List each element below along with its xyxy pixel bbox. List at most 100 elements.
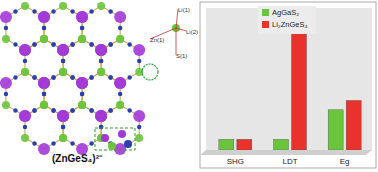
atom	[2, 35, 10, 43]
inset-bond	[176, 28, 186, 31]
s-atom	[70, 75, 74, 79]
s-atom	[108, 42, 112, 46]
x-tick-label: Eg	[340, 157, 350, 166]
atom	[95, 44, 107, 56]
s-atom	[42, 26, 46, 30]
atom	[40, 101, 48, 109]
atom	[38, 143, 50, 155]
s-atom	[61, 125, 65, 129]
inset-bond	[176, 28, 177, 55]
atom	[38, 11, 50, 23]
s-atom	[89, 75, 93, 79]
s-atom	[89, 9, 93, 13]
atom	[78, 35, 86, 43]
atom	[21, 68, 29, 76]
atom	[116, 101, 124, 109]
atom	[97, 68, 105, 76]
site-label: Li(1)	[178, 7, 190, 13]
s-atom	[32, 75, 36, 79]
atom	[57, 110, 69, 122]
atom	[40, 35, 48, 43]
atom	[76, 77, 88, 89]
s-atom	[42, 26, 46, 30]
s-atom	[61, 125, 65, 129]
s-atom	[51, 9, 55, 13]
legend-label: AgGaS₂	[272, 8, 299, 17]
atom	[57, 44, 69, 56]
atom	[97, 68, 105, 76]
cluster-atom	[101, 134, 109, 142]
structure-diagram	[0, 2, 186, 155]
atom	[40, 35, 48, 43]
atom	[2, 101, 10, 109]
s-atom	[99, 59, 103, 63]
chart-frame	[200, 2, 376, 168]
bar	[219, 139, 234, 150]
s-atom	[61, 59, 65, 63]
s-atom	[51, 108, 55, 112]
s-atom	[70, 75, 74, 79]
atom	[133, 110, 145, 122]
s-atom	[51, 75, 55, 79]
s-atom	[118, 92, 122, 96]
s-atom	[70, 108, 74, 112]
bar	[346, 100, 361, 150]
bar	[328, 110, 343, 150]
s-atom	[127, 75, 131, 79]
s-atom	[70, 42, 74, 46]
s-atom	[23, 125, 27, 129]
s-atom	[118, 26, 122, 30]
s-atom	[51, 141, 55, 145]
cluster-box	[95, 128, 135, 150]
x-tick-label: SHG	[227, 157, 244, 166]
s-atom	[89, 75, 93, 79]
s-atom	[70, 108, 74, 112]
s-atom	[89, 141, 93, 145]
s-atom	[108, 9, 112, 13]
s-atom	[13, 108, 17, 112]
s-atom	[4, 26, 8, 30]
atom	[19, 44, 31, 56]
s-atom	[108, 75, 112, 79]
atom	[19, 110, 31, 122]
atom	[59, 134, 67, 142]
atom	[95, 110, 107, 122]
s-atom	[137, 59, 141, 63]
s-atom	[42, 92, 46, 96]
s-atom	[32, 108, 36, 112]
s-atom	[108, 108, 112, 112]
s-atom	[108, 108, 112, 112]
atom	[97, 2, 105, 10]
atom	[59, 68, 67, 76]
atom	[38, 77, 50, 89]
bar	[292, 29, 307, 150]
s-atom	[80, 26, 84, 30]
atom	[57, 44, 69, 56]
bar	[237, 139, 252, 150]
atom	[19, 44, 31, 56]
s-atom	[32, 9, 36, 13]
atom	[133, 44, 145, 56]
s-atom	[99, 59, 103, 63]
s-atom	[70, 42, 74, 46]
inset-circle	[142, 64, 158, 80]
s-atom	[89, 42, 93, 46]
s-atom	[23, 59, 27, 63]
s-atom	[13, 42, 17, 46]
s-atom	[89, 108, 93, 112]
site-label: S(1)	[176, 53, 187, 59]
atom	[78, 101, 86, 109]
s-atom	[99, 125, 103, 129]
atom	[40, 35, 48, 43]
atom	[95, 44, 107, 56]
atom	[21, 68, 29, 76]
atom	[78, 35, 86, 43]
atom	[135, 134, 143, 142]
s-atom	[42, 92, 46, 96]
plot-floor	[200, 150, 372, 155]
atom	[57, 110, 69, 122]
atom	[95, 44, 107, 56]
s-atom	[13, 9, 17, 13]
cluster-atom	[118, 130, 126, 138]
s-atom	[32, 75, 36, 79]
